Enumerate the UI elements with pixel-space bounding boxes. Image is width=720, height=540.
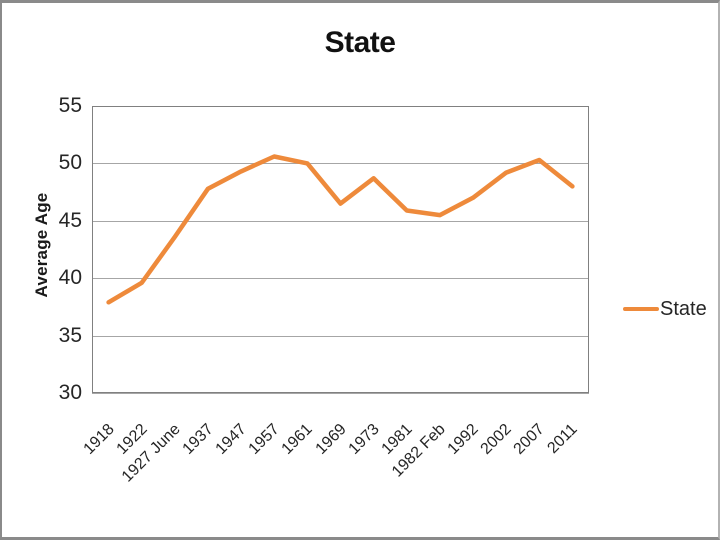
y-tick-label: 35 [58,324,82,347]
y-tick-label: 55 [58,94,82,117]
legend-label: State [660,298,707,320]
gridline [92,163,589,164]
gridline [92,393,589,394]
gridline [92,278,589,279]
plot-area [92,106,589,393]
gridline [92,221,589,222]
chart-title: State [324,26,396,59]
y-tick-label: 45 [58,209,82,232]
gridline [92,336,589,337]
series-polyline [106,154,575,305]
y-tick-label: 40 [58,266,82,289]
y-tick-label: 50 [58,151,82,174]
legend-line-swatch [623,307,659,311]
y-tick-label: 30 [58,381,82,404]
